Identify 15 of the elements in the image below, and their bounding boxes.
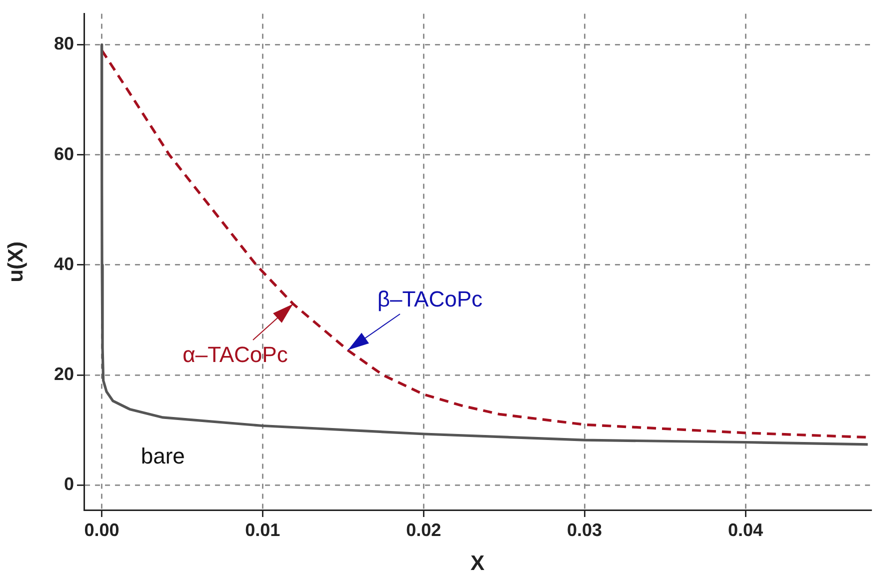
x-tick-label: 0.04 (728, 520, 763, 540)
y-tick-label: 20 (54, 364, 74, 384)
x-tick-label: 0.00 (84, 520, 120, 540)
y-axis-title: u(X) (4, 241, 28, 282)
y-tick-label: 80 (54, 34, 74, 54)
x-axis-title: X (470, 552, 485, 576)
annotation: α–TACoPc (182, 342, 288, 368)
x-tick-label: 0.01 (245, 520, 280, 540)
x-tick-label: 0.02 (406, 520, 442, 540)
y-tick-label: 40 (54, 254, 74, 274)
annotation: bare (140, 444, 185, 469)
y-tick-label: 60 (54, 144, 74, 164)
x-tick-label: 0.03 (567, 520, 602, 540)
y-tick-label: 0 (64, 474, 74, 494)
annotation: β–TACoPc (377, 286, 483, 312)
